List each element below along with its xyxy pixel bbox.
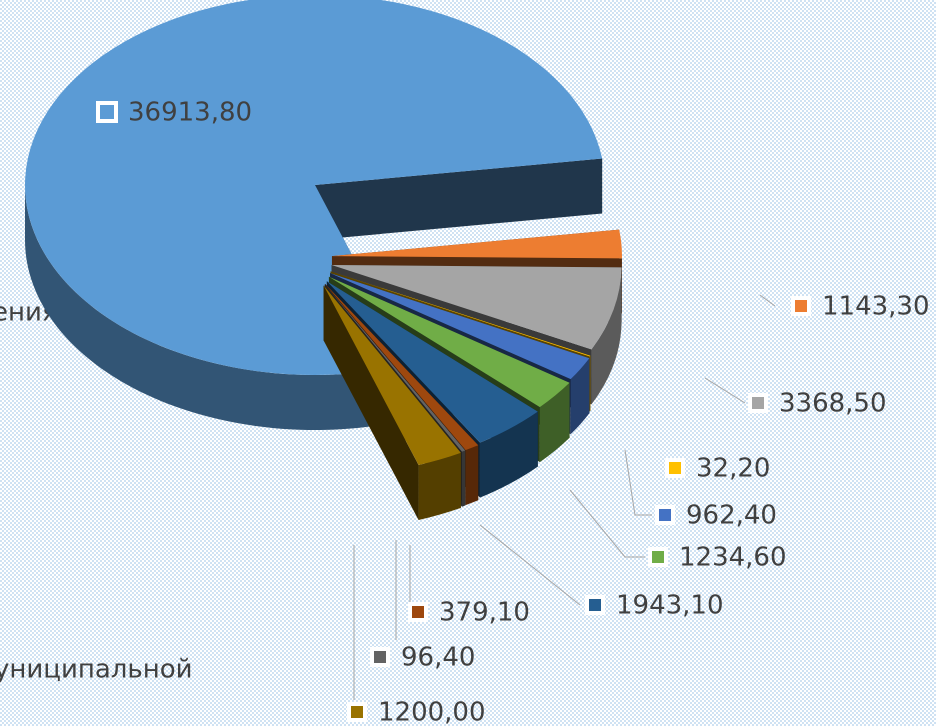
slice-top [331, 265, 622, 350]
data-label: 379,10 [439, 598, 530, 628]
slice-top [328, 276, 570, 408]
slice-side [465, 445, 479, 506]
label-marker [351, 706, 363, 718]
label-marker [589, 599, 601, 611]
label-marker [96, 101, 118, 123]
label-marker [752, 397, 764, 409]
leader-line [479, 524, 581, 606]
data-label: 1143,30 [822, 292, 930, 322]
slice-top [330, 273, 590, 380]
data-label: 1234,60 [679, 543, 787, 573]
slice-top [25, 0, 603, 375]
data-label: 32,20 [696, 454, 770, 484]
data-label: 1943,10 [616, 591, 724, 621]
data-label: 962,40 [686, 501, 777, 531]
slice-top [330, 271, 591, 357]
leader-line [704, 377, 746, 404]
slice-side [418, 452, 461, 521]
slice-side [589, 355, 591, 412]
slice-side [591, 267, 622, 405]
leader-line [759, 294, 776, 307]
slice-top [323, 285, 461, 466]
slice-top [324, 284, 466, 452]
data-label: 3368,50 [779, 389, 887, 419]
category-label: униципальной [0, 655, 193, 685]
label-marker [374, 651, 386, 663]
leader-line [569, 489, 645, 558]
slice-top [331, 229, 622, 259]
slice-top [326, 281, 538, 443]
slice-wall [315, 158, 603, 240]
slice-side [539, 382, 570, 463]
slice-side [25, 185, 410, 430]
label-marker [412, 606, 424, 618]
pie-slice [323, 285, 461, 521]
leader-line [624, 449, 652, 516]
slice-top [325, 283, 479, 451]
data-label: 1200,00 [378, 698, 486, 726]
data-label: 96,40 [401, 643, 475, 673]
label-marker [659, 509, 671, 521]
slice-side [479, 411, 538, 498]
slice-wall [323, 285, 419, 521]
label-marker [795, 300, 807, 312]
slice-side [461, 450, 466, 507]
label-marker [652, 551, 664, 563]
label-marker [669, 462, 681, 474]
data-label: 36913,80 [128, 98, 252, 128]
slice-side [570, 358, 590, 435]
